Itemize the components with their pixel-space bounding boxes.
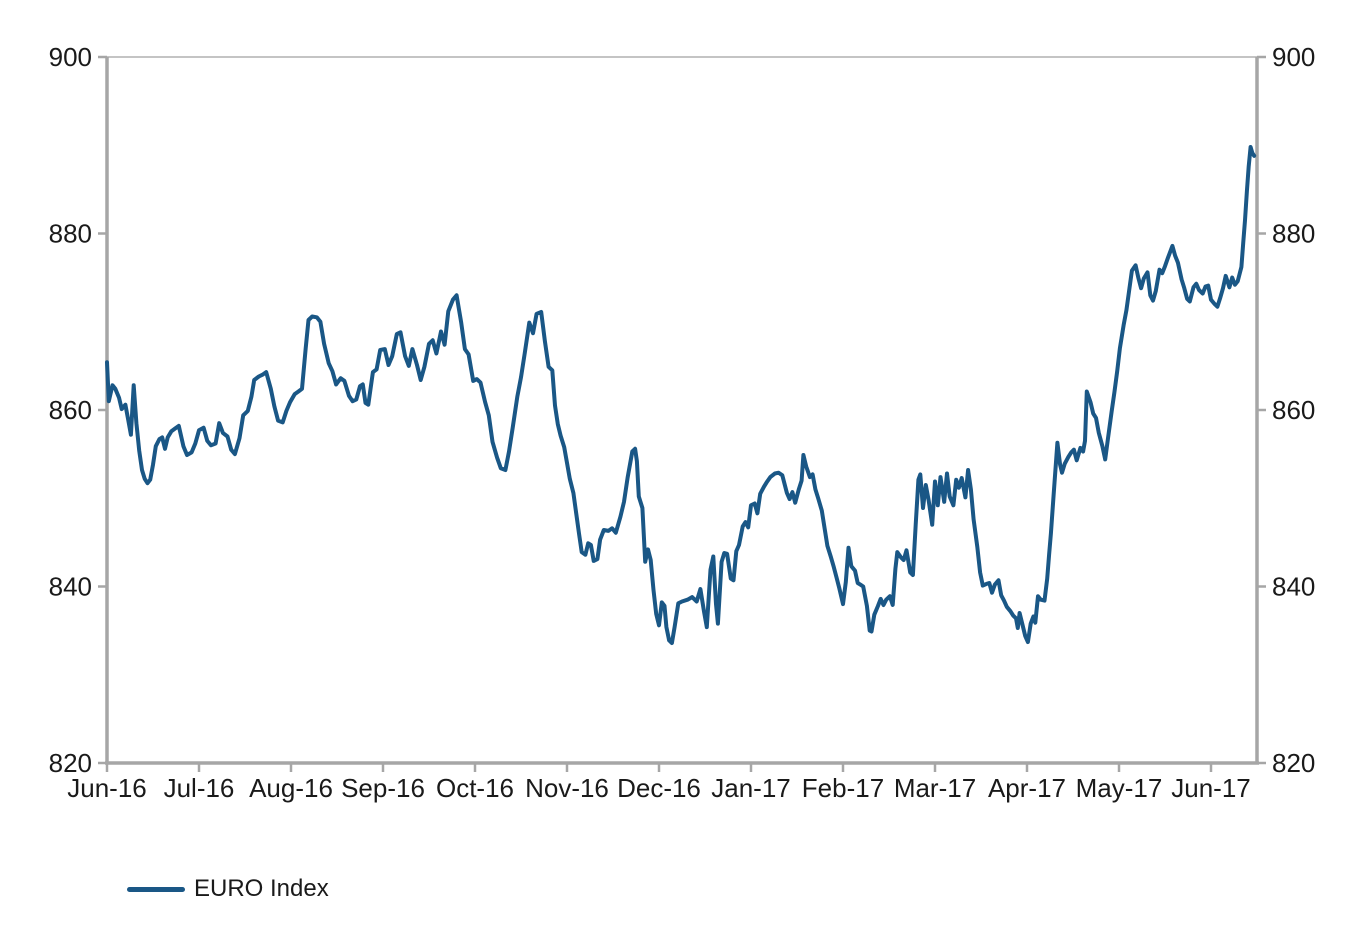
x-axis-label: Nov-16	[525, 773, 609, 803]
y-axis-label-right: 880	[1272, 219, 1315, 249]
x-axis-label: Dec-16	[617, 773, 701, 803]
x-axis-label: Jul-16	[164, 773, 235, 803]
y-axis-label-right: 860	[1272, 395, 1315, 425]
legend-line-swatch	[127, 886, 185, 892]
axis-labels: 820 820 840 840 860 860 880 880 900 900 Jun-16 Jul-…	[49, 42, 1316, 803]
x-axis-label: Jun-16	[67, 773, 147, 803]
y-axis-label-right: 840	[1272, 572, 1315, 602]
x-axis-label: Sep-16	[341, 773, 425, 803]
series-line-euro-index	[105, 145, 1257, 645]
x-axis-label: Apr-17	[988, 773, 1066, 803]
y-axis-label-left: 900	[49, 42, 92, 72]
legend-label: EURO Index	[194, 875, 329, 902]
y-axis-label-left: 880	[49, 219, 92, 249]
series-group	[105, 145, 1257, 645]
x-axis-label: Jan-17	[711, 773, 791, 803]
x-axis-label: Mar-17	[894, 773, 976, 803]
x-axis-label: May-17	[1076, 773, 1163, 803]
legend: EURO Index	[127, 876, 329, 902]
axis-ticks	[98, 55, 1266, 772]
y-axis-label-right: 820	[1272, 748, 1315, 778]
x-axis-label: Jun-17	[1171, 773, 1251, 803]
x-axis-label: Aug-16	[249, 773, 333, 803]
y-axis-label-right: 900	[1272, 42, 1315, 72]
x-axis-label: Oct-16	[436, 773, 514, 803]
y-axis-label-left: 860	[49, 395, 92, 425]
y-axis-label-left: 840	[49, 572, 92, 602]
y-axis-label-left: 820	[49, 748, 92, 778]
x-axis-label: Feb-17	[802, 773, 884, 803]
